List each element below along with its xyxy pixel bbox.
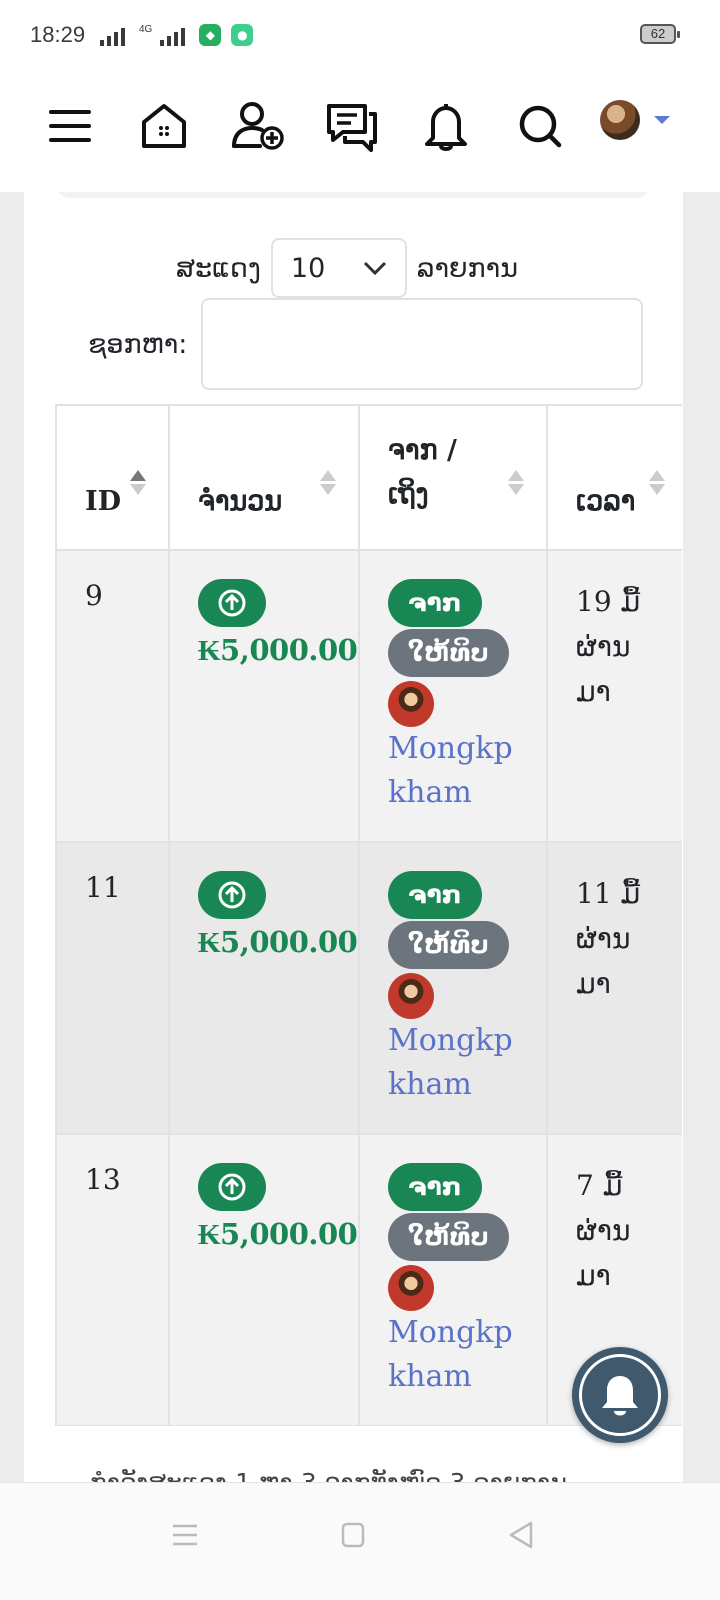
signal-icon bbox=[100, 26, 125, 46]
top-navigation bbox=[0, 72, 720, 192]
chevron-down-icon[interactable] bbox=[654, 116, 670, 124]
amount-value: ₭5,000.00 bbox=[198, 633, 358, 667]
table-row: 11 ₭5,000.00 ຈາກ ໃຫ້ທິບ Mongkpkham 11 ມື… bbox=[55, 841, 682, 1135]
cell-id: 11 bbox=[55, 841, 170, 1135]
column-header-amount[interactable]: ຈຳນວນ bbox=[168, 404, 360, 551]
sort-icon bbox=[508, 470, 524, 495]
cell-id: 9 bbox=[55, 549, 170, 843]
search-label: ຊອກຫາ: bbox=[88, 328, 188, 360]
column-header-id[interactable]: ID bbox=[55, 404, 170, 551]
table-header-row: ID ຈຳນວນ ຈາກ / ເຖິງ ເວລາ bbox=[55, 404, 682, 551]
user-link[interactable]: Mongkpkham bbox=[388, 1315, 513, 1394]
table-info: ກຳລັງສະແດງ 1 ຫາ 3 ຈາກທັງໝົດ 3 ລາຍການ bbox=[90, 1468, 567, 1482]
sort-icon bbox=[130, 470, 146, 495]
back-icon[interactable] bbox=[508, 1521, 534, 1549]
cell-id: 13 bbox=[55, 1133, 170, 1426]
user-link[interactable]: Mongkpkham bbox=[388, 731, 513, 810]
cell-amount: ₭5,000.00 bbox=[168, 549, 360, 843]
sort-icon bbox=[320, 470, 336, 495]
time-ago: 7 ມື້ ຜ່ານ ມາ bbox=[576, 1169, 631, 1292]
bell-icon bbox=[579, 1354, 661, 1436]
column-header-from-to-label: ຈາກ / ເຖິງ bbox=[388, 435, 457, 510]
signal-icon-2 bbox=[160, 26, 186, 46]
from-badge: ຈາກ bbox=[388, 579, 482, 627]
bell-icon[interactable] bbox=[416, 96, 476, 156]
system-navigation-bar bbox=[0, 1482, 720, 1600]
tip-badge: ໃຫ້ທິບ bbox=[388, 1213, 509, 1261]
entries-label: ລາຍການ bbox=[416, 252, 518, 284]
user-avatar[interactable] bbox=[388, 681, 434, 727]
transactions-table-wrapper[interactable]: ID ຈຳນວນ ຈາກ / ເຖິງ ເວລາ 9 ₭5,000.00 bbox=[55, 404, 682, 1426]
column-header-id-label: ID bbox=[85, 486, 122, 517]
amount-value: ₭5,000.00 bbox=[198, 1217, 358, 1251]
cell-amount: ₭5,000.00 bbox=[168, 1133, 360, 1426]
search-input[interactable] bbox=[201, 298, 644, 390]
cell-time: 19 ມື້ ຜ່ານ ມາ bbox=[546, 549, 682, 843]
sort-icon bbox=[649, 470, 665, 495]
add-friend-icon[interactable] bbox=[228, 96, 288, 156]
chat-app-icon: ● bbox=[231, 24, 254, 46]
column-header-amount-label: ຈຳນວນ bbox=[198, 486, 283, 517]
user-avatar[interactable] bbox=[388, 1265, 434, 1311]
page-size-value: 10 bbox=[290, 252, 326, 284]
recent-apps-icon[interactable] bbox=[172, 1523, 198, 1547]
table-row: 13 ₭5,000.00 ຈາກ ໃຫ້ທິບ Mongkpkham 7 ມື້… bbox=[55, 1133, 682, 1426]
transactions-table: ID ຈຳນວນ ຈາກ / ເຖິງ ເວລາ 9 ₭5,000.00 bbox=[55, 404, 682, 1426]
home-icon[interactable] bbox=[134, 96, 194, 156]
column-header-time-label: ເວລາ bbox=[576, 486, 636, 517]
shield-app-icon: ◆ bbox=[199, 24, 222, 46]
card-top-strip bbox=[56, 192, 650, 198]
chat-icon[interactable] bbox=[322, 96, 382, 156]
transactions-card: ສະແດງ 10 ລາຍການ ຊອກຫາ: ID ຈຳນວນ ຈາກ / ເຖ… bbox=[24, 192, 683, 1482]
page-size-select[interactable]: 10 bbox=[270, 238, 407, 298]
show-label: ສະແດງ bbox=[176, 252, 261, 284]
time-ago: 11 ມື້ ຜ່ານ ມາ bbox=[576, 877, 641, 1000]
column-header-time[interactable]: ເວລາ bbox=[546, 404, 682, 551]
arrow-up-circle-icon bbox=[198, 871, 266, 919]
home-button-icon[interactable] bbox=[341, 1522, 365, 1548]
user-avatar[interactable] bbox=[600, 100, 640, 140]
page-size-control: ສະແດງ 10 ລາຍການ bbox=[176, 238, 518, 298]
chevron-down-icon bbox=[363, 261, 386, 275]
user-link[interactable]: Mongkpkham bbox=[388, 1023, 513, 1102]
menu-icon[interactable] bbox=[40, 96, 100, 156]
search-icon[interactable] bbox=[510, 96, 570, 156]
table-search: ຊອກຫາ: bbox=[88, 298, 644, 390]
status-bar: 18:29 4G ◆ ● 62 bbox=[0, 0, 720, 72]
amount-value: ₭5,000.00 bbox=[198, 925, 358, 959]
cell-time: 11 ມື້ ຜ່ານ ມາ bbox=[546, 841, 682, 1135]
user-avatar[interactable] bbox=[388, 973, 434, 1019]
cell-from-to: ຈາກ ໃຫ້ທິບ Mongkpkham bbox=[358, 549, 548, 843]
cell-amount: ₭5,000.00 bbox=[168, 841, 360, 1135]
column-header-from-to[interactable]: ຈາກ / ເຖິງ bbox=[358, 404, 548, 551]
tip-badge: ໃຫ້ທິບ bbox=[388, 921, 509, 969]
status-icons: 4G ◆ ● bbox=[100, 24, 254, 46]
from-badge: ຈາກ bbox=[388, 871, 482, 919]
cell-from-to: ຈາກ ໃຫ້ທິບ Mongkpkham bbox=[358, 1133, 548, 1426]
battery-icon: 62 bbox=[640, 24, 680, 44]
status-time: 18:29 bbox=[30, 22, 86, 47]
network-label: 4G bbox=[139, 24, 153, 35]
tip-badge: ໃຫ້ທິບ bbox=[388, 629, 509, 677]
notification-bell-button[interactable] bbox=[572, 1347, 668, 1443]
from-badge: ຈາກ bbox=[388, 1163, 482, 1211]
cell-from-to: ຈາກ ໃຫ້ທິບ Mongkpkham bbox=[358, 841, 548, 1135]
arrow-up-circle-icon bbox=[198, 579, 266, 627]
arrow-up-circle-icon bbox=[198, 1163, 266, 1211]
time-ago: 19 ມື້ ຜ່ານ ມາ bbox=[576, 585, 641, 708]
table-row: 9 ₭5,000.00 ຈາກ ໃຫ້ທິບ Mongkpkham 19 ມື້… bbox=[55, 549, 682, 843]
